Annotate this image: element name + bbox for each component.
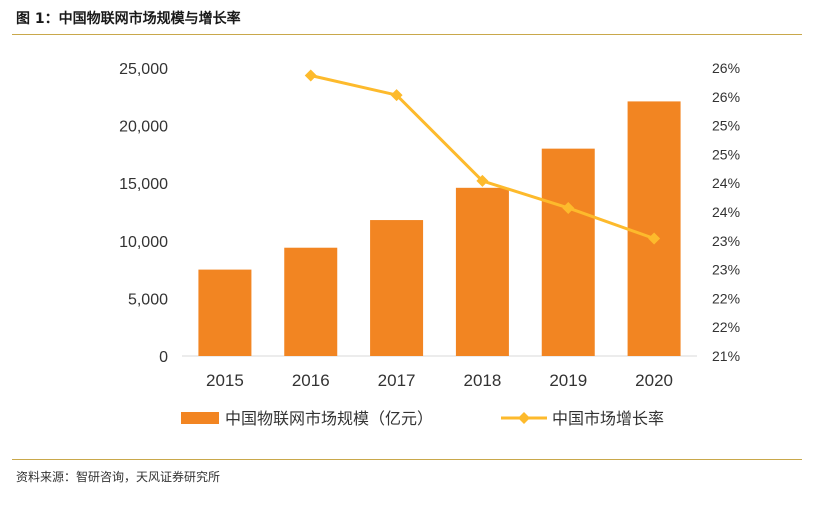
bar-2015	[198, 269, 252, 356]
bottom-divider	[12, 459, 802, 460]
left-axis: 0 5,000 10,000 15,000 20,000 25,000	[119, 61, 168, 366]
y2-tick-label: 26%	[712, 89, 740, 105]
y-tick-label: 15,000	[119, 176, 168, 193]
source-note: 资料来源：智研咨询，天风证券研究所	[16, 470, 221, 484]
legend: 中国物联网市场规模（亿元） 中国市场增长率	[181, 410, 664, 428]
growth-line	[304, 69, 661, 245]
legend-line-marker	[518, 412, 530, 424]
y2-tick-label: 24%	[712, 175, 740, 191]
legend-bar-label: 中国物联网市场规模（亿元）	[225, 410, 433, 428]
y-tick-label: 20,000	[119, 119, 168, 136]
y2-tick-label: 25%	[712, 146, 740, 162]
x-tick-label: 2015	[206, 371, 244, 390]
x-axis-labels: 2015 2016 2017 2018 2019 2020	[206, 371, 673, 390]
bar-2016	[284, 247, 338, 356]
y2-tick-label: 22%	[712, 319, 740, 335]
y2-tick-label: 22%	[712, 290, 740, 306]
growth-point-2017	[390, 89, 403, 102]
y2-tick-label: 23%	[712, 233, 740, 249]
top-divider	[12, 34, 802, 35]
x-tick-label: 2019	[549, 371, 587, 390]
bars	[198, 101, 681, 357]
y-tick-label: 0	[159, 349, 168, 366]
right-axis: 21% 22% 22% 23% 23% 24% 24% 25% 25% 26% 26%	[712, 60, 740, 364]
x-tick-label: 2018	[464, 371, 502, 390]
y-tick-label: 25,000	[119, 61, 168, 78]
bar-2017	[370, 220, 424, 356]
legend-bar-swatch	[181, 412, 219, 424]
growth-point-2019	[562, 201, 575, 214]
growth-point-2018	[476, 174, 489, 187]
y2-tick-label: 23%	[712, 262, 740, 278]
growth-point-2016	[304, 69, 317, 82]
legend-line-label: 中国市场增长率	[552, 410, 664, 428]
x-tick-label: 2017	[378, 371, 416, 390]
bar-2019	[541, 148, 595, 356]
chart: 0 5,000 10,000 15,000 20,000 25,000 21% 22% 22%…	[119, 60, 740, 428]
y2-tick-label: 21%	[712, 348, 740, 364]
growth-point-2020	[648, 232, 661, 245]
bar-2018	[455, 187, 509, 356]
y2-tick-label: 25%	[712, 118, 740, 134]
y2-tick-label: 26%	[712, 60, 740, 76]
bar-2020	[627, 101, 681, 357]
y2-tick-label: 24%	[712, 204, 740, 220]
x-tick-label: 2020	[635, 371, 673, 390]
figure-title: 图 1：中国物联网市场规模与增长率	[16, 11, 241, 27]
y-tick-label: 5,000	[128, 291, 168, 308]
x-tick-label: 2016	[292, 371, 330, 390]
y-tick-label: 10,000	[119, 234, 168, 251]
